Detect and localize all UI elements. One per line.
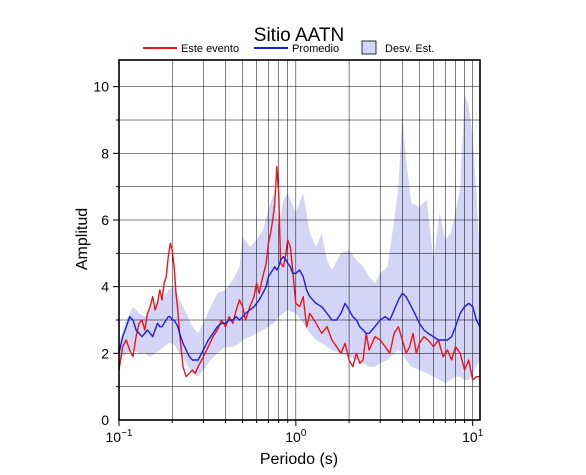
legend-label: Desv. Est. — [385, 43, 434, 55]
y-tick-label: 8 — [101, 145, 109, 161]
chart-title: Sitio AATN — [254, 25, 344, 46]
y-tick-label: 4 — [101, 279, 109, 295]
legend-label: Este evento — [181, 43, 239, 55]
y-axis-label: Amplitud — [74, 208, 91, 270]
series-line-este-evento — [118, 166, 480, 381]
x-tick-label: 10−1 — [106, 428, 133, 445]
plot-frame — [118, 59, 481, 421]
y-tick-label: 10 — [93, 79, 109, 95]
x-axis: 10−1 100 101 — [106, 420, 484, 445]
series-line-promedio — [118, 256, 481, 361]
x-tick-label: 100 — [285, 428, 307, 445]
legend-swatch — [361, 40, 377, 55]
x-tick-label: 101 — [462, 428, 484, 445]
legend: Este evento Promedio Desv. Est. — [143, 40, 434, 55]
y-tick-label: 2 — [101, 345, 109, 361]
plot-area: 0 2 4 6 8 10 10−1 100 101 — [93, 59, 484, 445]
grid — [119, 60, 480, 420]
y-tick-label: 6 — [101, 212, 109, 228]
std-dev-band — [119, 93, 480, 384]
x-axis-label: Periodo (s) — [260, 451, 338, 468]
legend-label: Promedio — [292, 43, 339, 55]
y-axis: 0 2 4 6 8 10 — [93, 79, 119, 428]
y-tick-label: 0 — [101, 412, 109, 428]
